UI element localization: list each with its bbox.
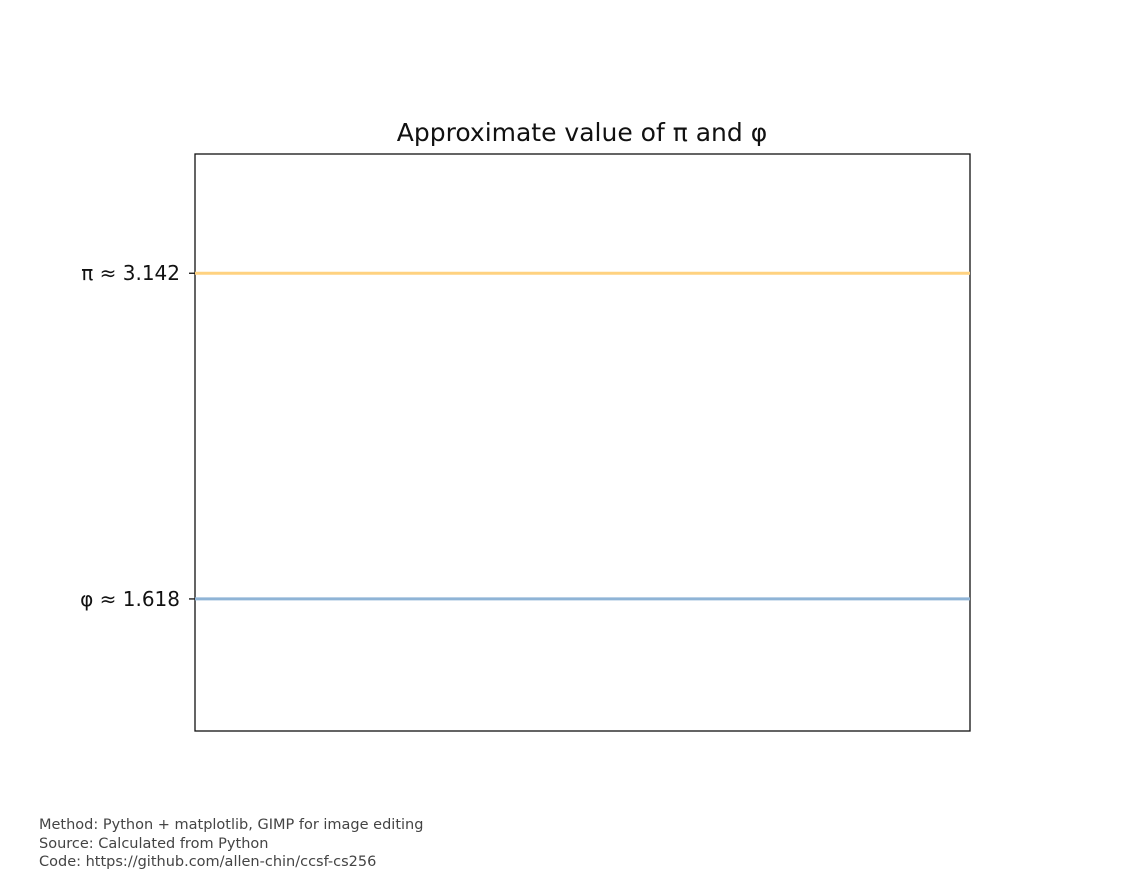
y-tick-label-0: π ≈ 3.142 <box>81 261 180 285</box>
plot-area <box>194 153 971 732</box>
footer-code: Code: https://github.com/allen-chin/ccsf… <box>39 854 377 870</box>
chart: Approximate value of π and φ π ≈ 3.142 φ … <box>80 118 971 732</box>
y-tick-label-1: φ ≈ 1.618 <box>80 587 180 611</box>
footer-caption: Method: Python + matplotlib, GIMP for im… <box>39 816 423 872</box>
footer-source: Source: Calculated from Python <box>39 835 269 852</box>
chart-title: Approximate value of π and φ <box>397 118 767 147</box>
series-layer: π ≈ 3.142 φ ≈ 1.618 <box>80 261 970 611</box>
footer-method: Method: Python + matplotlib, GIMP for im… <box>39 817 424 833</box>
